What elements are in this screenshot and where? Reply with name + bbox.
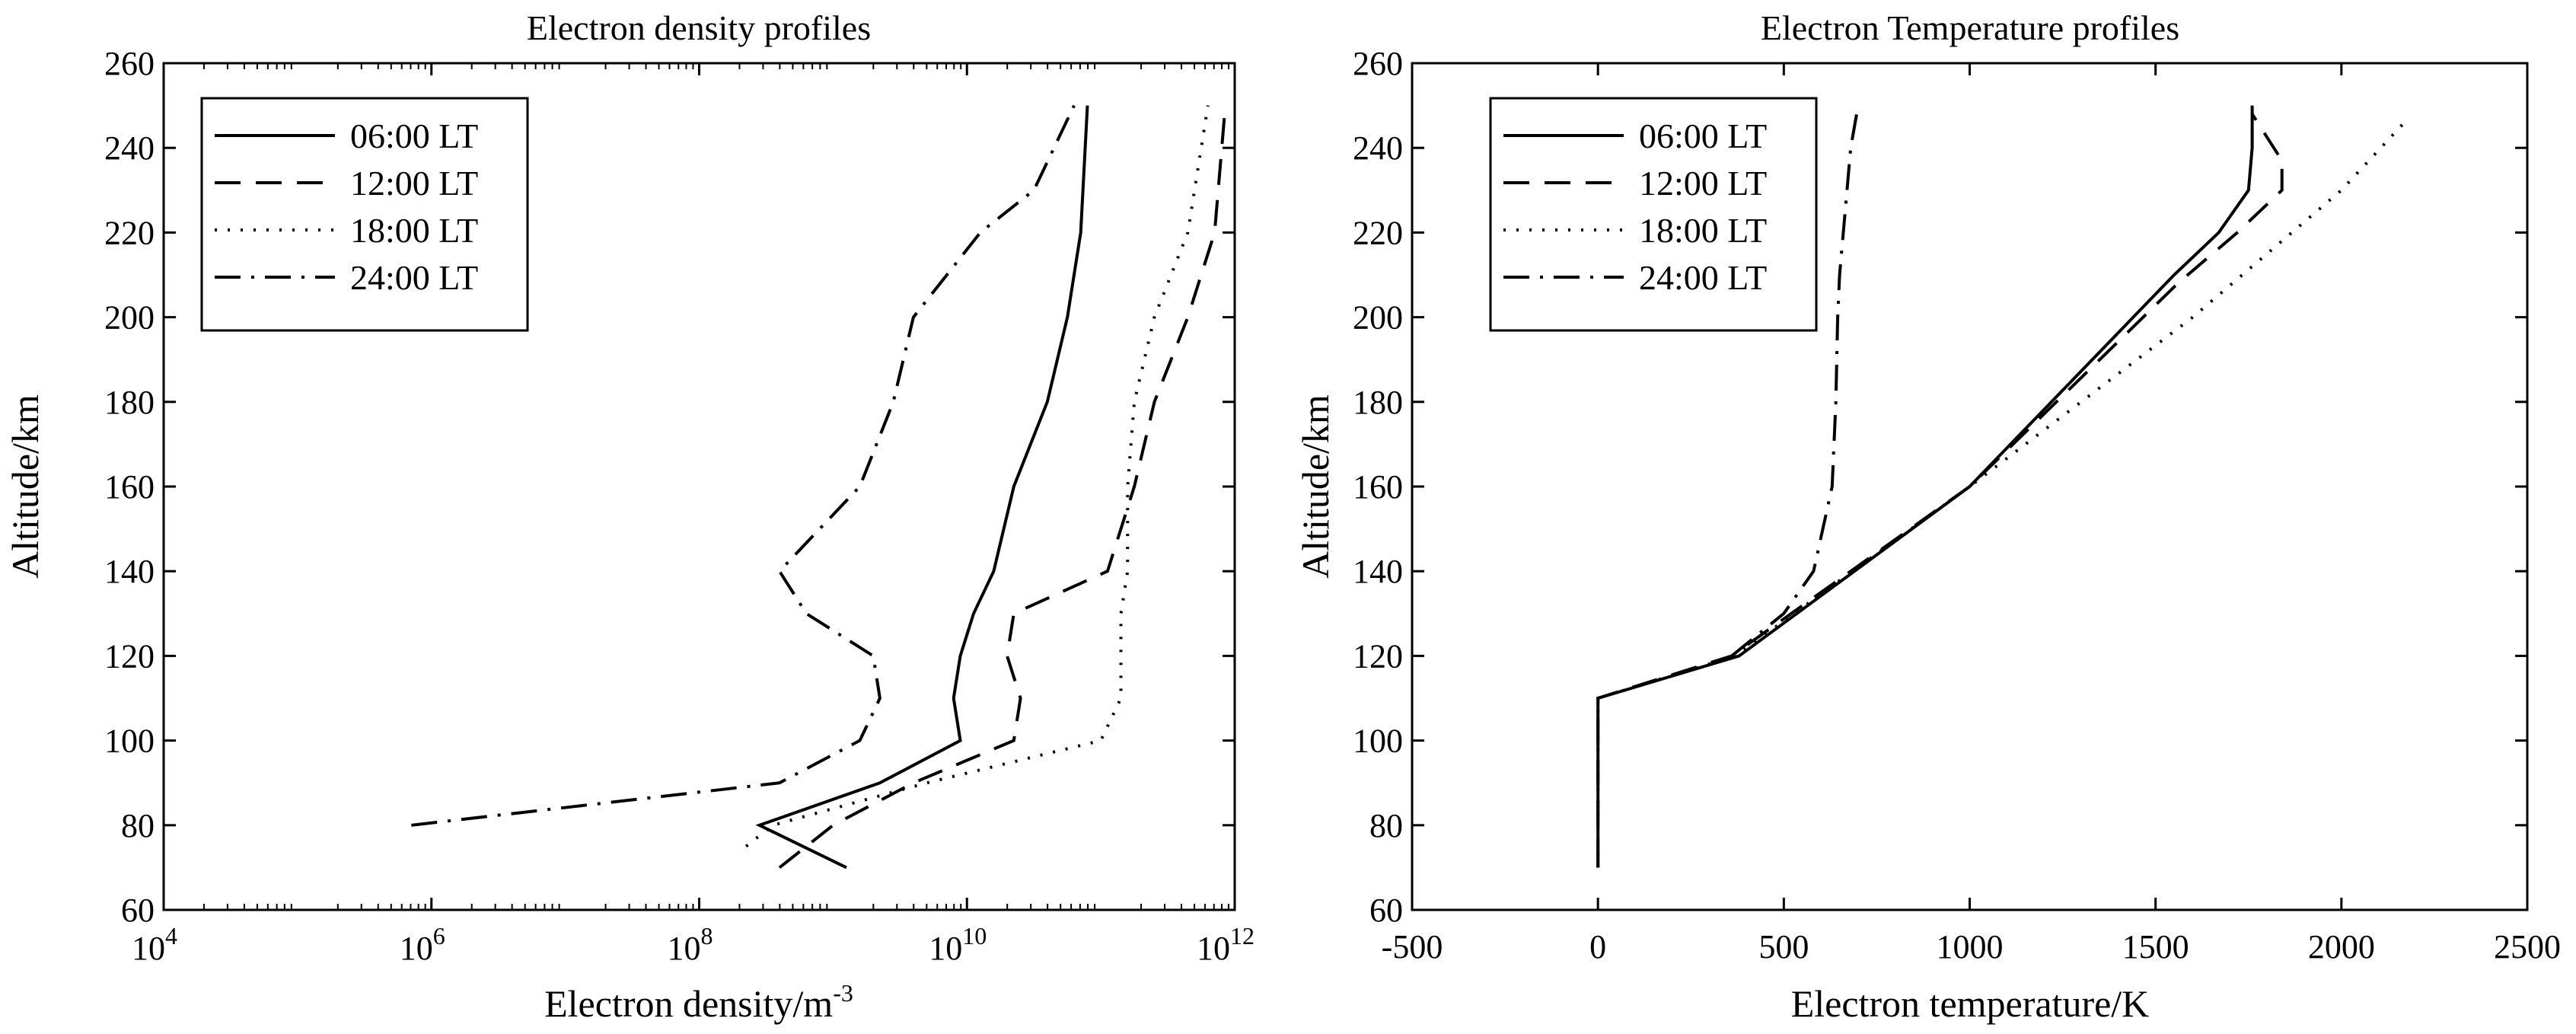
density-chart-title: Electron density profiles bbox=[527, 8, 871, 47]
density-y-ticks: 60 80 100 120 140 160 180 200 220 240 260 bbox=[104, 45, 1235, 929]
y-tick-label: 260 bbox=[1353, 45, 1403, 82]
y-tick-label: 140 bbox=[104, 553, 155, 590]
y-tick-label: 80 bbox=[121, 807, 155, 844]
x-tick-label: 108 bbox=[668, 922, 713, 967]
x-tick-label: -500 bbox=[1382, 928, 1443, 965]
density-x-axis-label: Electron density/m-3 bbox=[544, 979, 853, 1025]
y-tick-label: 200 bbox=[104, 299, 155, 337]
temperature-x-ticks: -500 0 500 1000 1500 2000 2500 bbox=[1382, 63, 2561, 965]
temperature-series-line-2 bbox=[1596, 113, 2284, 868]
y-tick-label: 120 bbox=[1353, 637, 1403, 675]
temperature-legend-entries: 06:00 LT 12:00 LT 18:00 LT 24:00 LT bbox=[1503, 116, 1767, 297]
density-x-ticks: 104 106 108 1010 1012 bbox=[132, 63, 1255, 967]
temperature-chart-title: Electron Temperature profiles bbox=[1761, 8, 2179, 47]
y-tick-label: 120 bbox=[104, 637, 155, 675]
x-tick-exponent: 12 bbox=[1230, 922, 1255, 949]
temperature-x-axis-label: Electron temperature/K bbox=[1791, 982, 2150, 1025]
density-series-line-2 bbox=[778, 105, 1227, 869]
temperature-y-axis-label: Altitude/km bbox=[1294, 394, 1337, 579]
y-tick-label: 260 bbox=[104, 45, 155, 82]
y-tick-label: 60 bbox=[1369, 892, 1403, 929]
density-legend-label-4: 24:00 LT bbox=[350, 258, 478, 297]
y-tick-label: 80 bbox=[1369, 807, 1403, 844]
y-tick-label: 60 bbox=[121, 892, 155, 929]
density-legend-entries: 06:00 LT 12:00 LT 18:00 LT 24:00 LT bbox=[215, 116, 478, 297]
density-series-line-1 bbox=[755, 105, 1089, 870]
temperature-y-ticks: 60 80 100 120 140 160 180 200 220 240 260 bbox=[1353, 45, 2527, 929]
temperature-legend-label-1: 06:00 LT bbox=[1639, 116, 1767, 155]
density-legend-label-3: 18:00 LT bbox=[350, 211, 478, 250]
x-tick-label: 1010 bbox=[929, 922, 987, 967]
x-tick-label: 1012 bbox=[1197, 922, 1255, 967]
temperature-legend-label-4: 24:00 LT bbox=[1639, 258, 1767, 297]
density-y-axis-label: Altitude/km bbox=[4, 394, 46, 579]
density-chart: Electron density profiles Altitude/km El… bbox=[4, 8, 1255, 1025]
x-tick-label: 1000 bbox=[1937, 928, 2004, 965]
temperature-legend-label-3: 18:00 LT bbox=[1639, 211, 1767, 250]
density-series-line-3 bbox=[744, 105, 1210, 848]
x-tick-label: 500 bbox=[1758, 928, 1809, 965]
x-tick-label: 0 bbox=[1589, 928, 1606, 965]
y-tick-label: 100 bbox=[104, 723, 155, 760]
y-tick-label: 200 bbox=[1353, 299, 1403, 337]
density-series-group bbox=[411, 104, 1227, 870]
temperature-chart: Electron Temperature profiles Altitude/k… bbox=[1294, 8, 2561, 1025]
x-tick-label: 1500 bbox=[2122, 928, 2189, 965]
y-tick-label: 160 bbox=[1353, 468, 1403, 506]
density-legend-label-2: 12:00 LT bbox=[350, 164, 478, 203]
density-x-axis-label-exponent: -3 bbox=[833, 979, 853, 1007]
density-legend: 06:00 LT 12:00 LT 18:00 LT 24:00 LT bbox=[200, 97, 529, 332]
temperature-series-line-3 bbox=[1596, 116, 2410, 868]
density-legend-label-1: 06:00 LT bbox=[350, 116, 478, 155]
y-tick-label: 220 bbox=[104, 214, 155, 251]
density-series-line-4 bbox=[411, 104, 1076, 827]
y-tick-label: 220 bbox=[1353, 214, 1403, 251]
x-tick-exponent: 10 bbox=[962, 922, 987, 949]
x-tick-exponent: 6 bbox=[433, 922, 445, 949]
temperature-legend-label-2: 12:00 LT bbox=[1639, 164, 1767, 203]
y-tick-label: 140 bbox=[1353, 553, 1403, 590]
x-tick-label: 106 bbox=[400, 922, 445, 967]
y-tick-label: 240 bbox=[104, 129, 155, 167]
x-tick-label: 2500 bbox=[2494, 928, 2561, 965]
y-tick-label: 240 bbox=[1353, 129, 1403, 167]
x-tick-label: 2000 bbox=[2308, 928, 2375, 965]
x-tick-base: 10 bbox=[1197, 930, 1230, 967]
y-tick-label: 100 bbox=[1353, 723, 1403, 760]
density-x-axis-label-main: Electron density/m bbox=[544, 982, 833, 1025]
y-tick-label: 160 bbox=[104, 468, 155, 506]
temperature-legend: 06:00 LT 12:00 LT 18:00 LT 24:00 LT bbox=[1489, 97, 1818, 332]
y-tick-label: 180 bbox=[104, 384, 155, 421]
x-tick-exponent: 8 bbox=[701, 922, 713, 949]
x-tick-base: 10 bbox=[400, 930, 433, 967]
x-tick-label: 104 bbox=[132, 922, 177, 967]
x-tick-base: 10 bbox=[668, 930, 701, 967]
y-tick-label: 180 bbox=[1353, 384, 1403, 421]
x-tick-base: 10 bbox=[132, 930, 165, 967]
temperature-series-group bbox=[1596, 105, 2410, 868]
x-tick-base: 10 bbox=[929, 930, 962, 967]
x-tick-exponent: 4 bbox=[165, 922, 177, 949]
